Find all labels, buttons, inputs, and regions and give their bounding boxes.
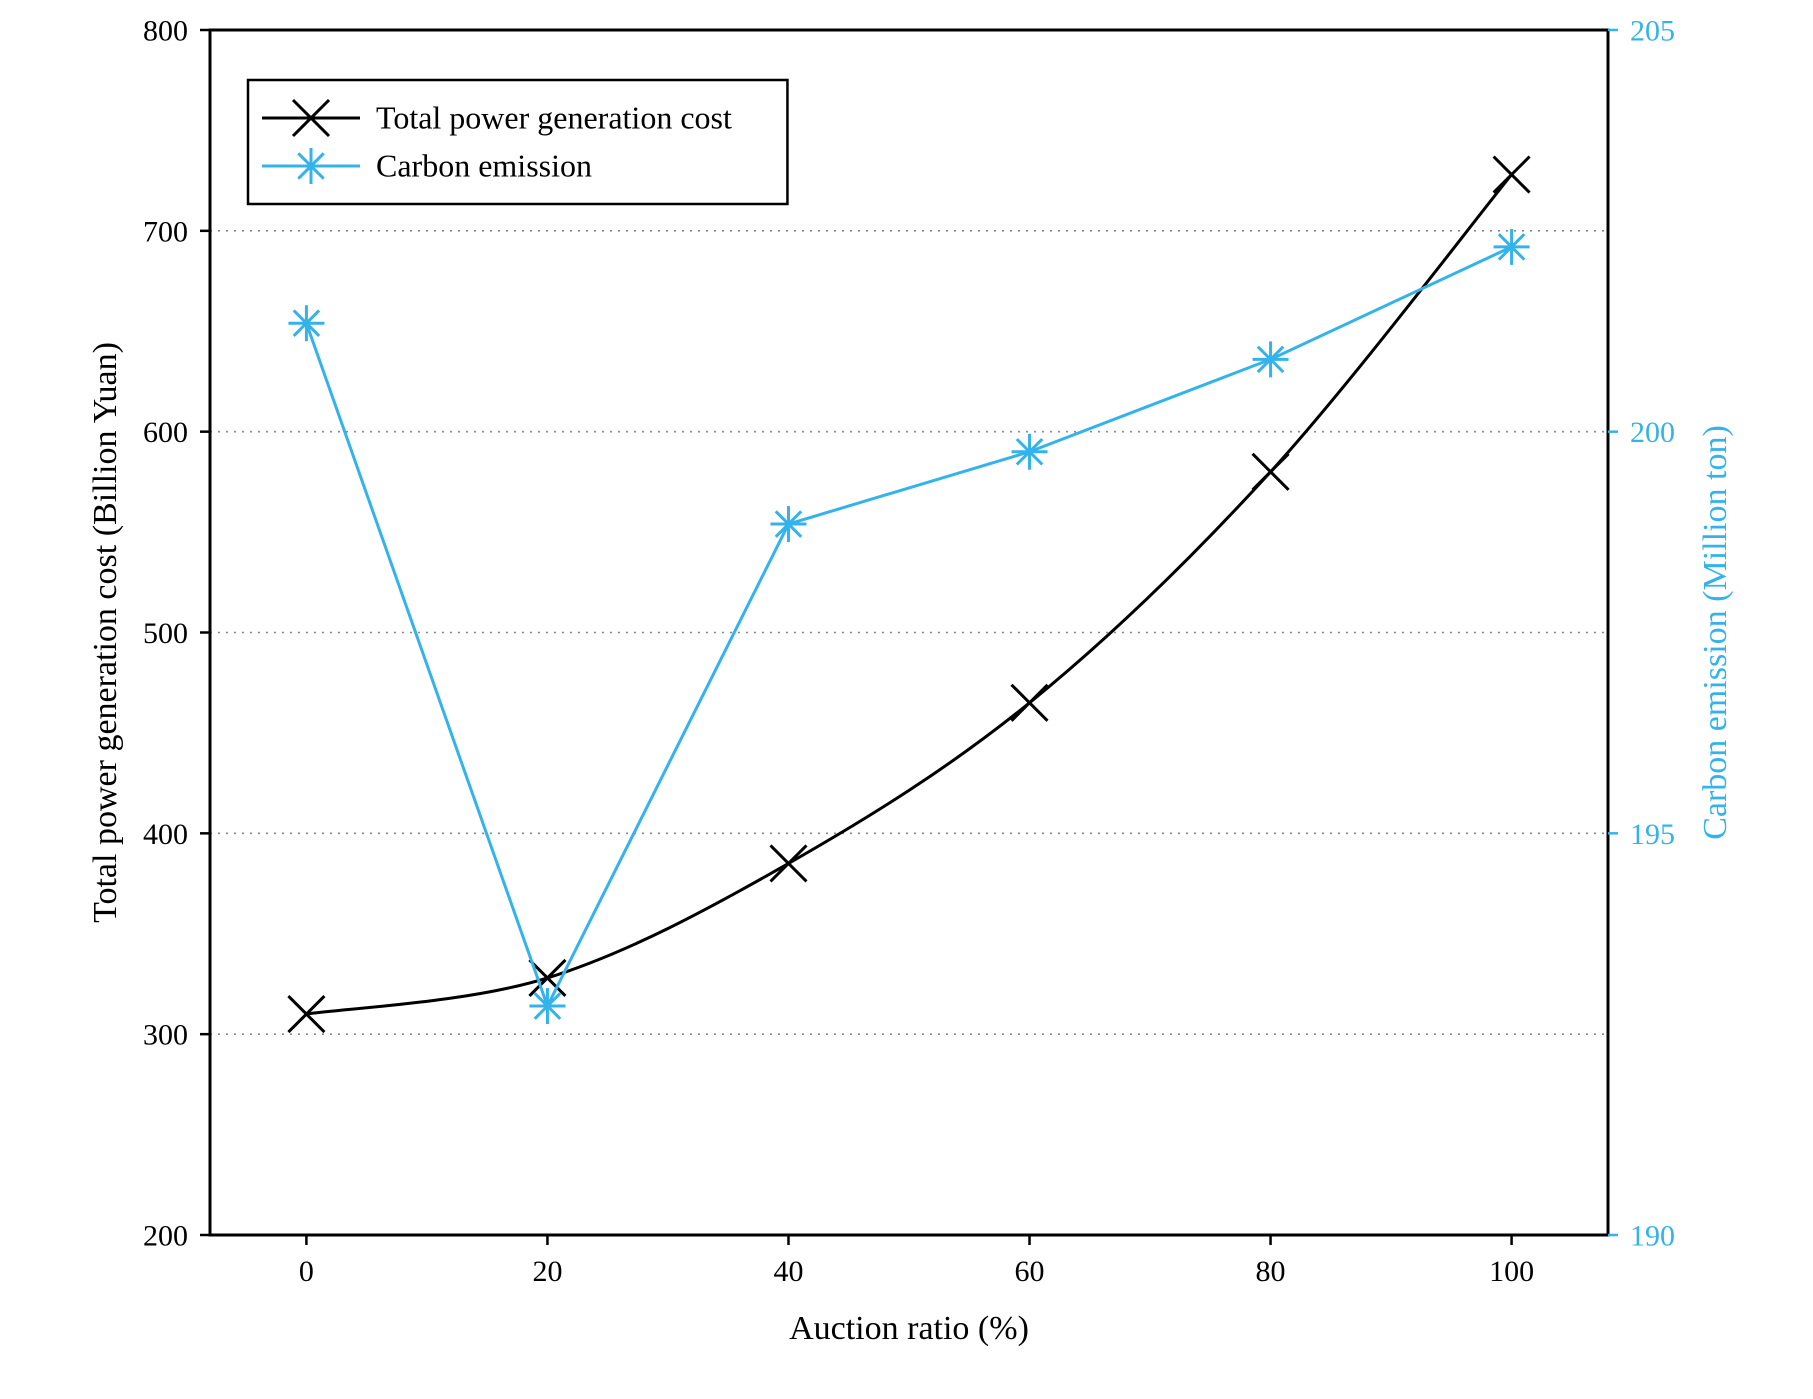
dual-axis-line-chart: 0 20 40 60 80 100 Auction ratio (%) 200 300 400 50… xyxy=(0,0,1813,1399)
svg-text:400: 400 xyxy=(143,818,188,851)
svg-text:Carbon emission (Million ton): Carbon emission (Million ton) xyxy=(1697,425,1734,840)
svg-text:100: 100 xyxy=(1489,1255,1534,1288)
svg-text:0: 0 xyxy=(299,1255,314,1288)
svg-text:40: 40 xyxy=(773,1255,803,1288)
svg-text:20: 20 xyxy=(532,1255,562,1288)
svg-text:300: 300 xyxy=(143,1019,188,1052)
svg-text:205: 205 xyxy=(1630,15,1675,48)
svg-text:600: 600 xyxy=(143,416,188,449)
svg-text:Auction ratio (%): Auction ratio (%) xyxy=(789,1310,1029,1347)
svg-text:60: 60 xyxy=(1015,1255,1045,1288)
svg-text:80: 80 xyxy=(1256,1255,1286,1288)
svg-text:Total power generation cost: Total power generation cost xyxy=(376,100,732,136)
svg-text:190: 190 xyxy=(1630,1220,1675,1253)
svg-text:700: 700 xyxy=(143,215,188,248)
svg-text:500: 500 xyxy=(143,617,188,650)
svg-text:800: 800 xyxy=(143,15,188,48)
svg-text:200: 200 xyxy=(143,1220,188,1253)
svg-text:200: 200 xyxy=(1630,416,1675,449)
svg-text:Total power generation cost (B: Total power generation cost (Billion Yua… xyxy=(87,342,124,923)
svg-text:195: 195 xyxy=(1630,818,1675,851)
chart-container: 0 20 40 60 80 100 Auction ratio (%) 200 300 400 50… xyxy=(0,0,1813,1399)
svg-text:Carbon emission: Carbon emission xyxy=(376,148,592,184)
